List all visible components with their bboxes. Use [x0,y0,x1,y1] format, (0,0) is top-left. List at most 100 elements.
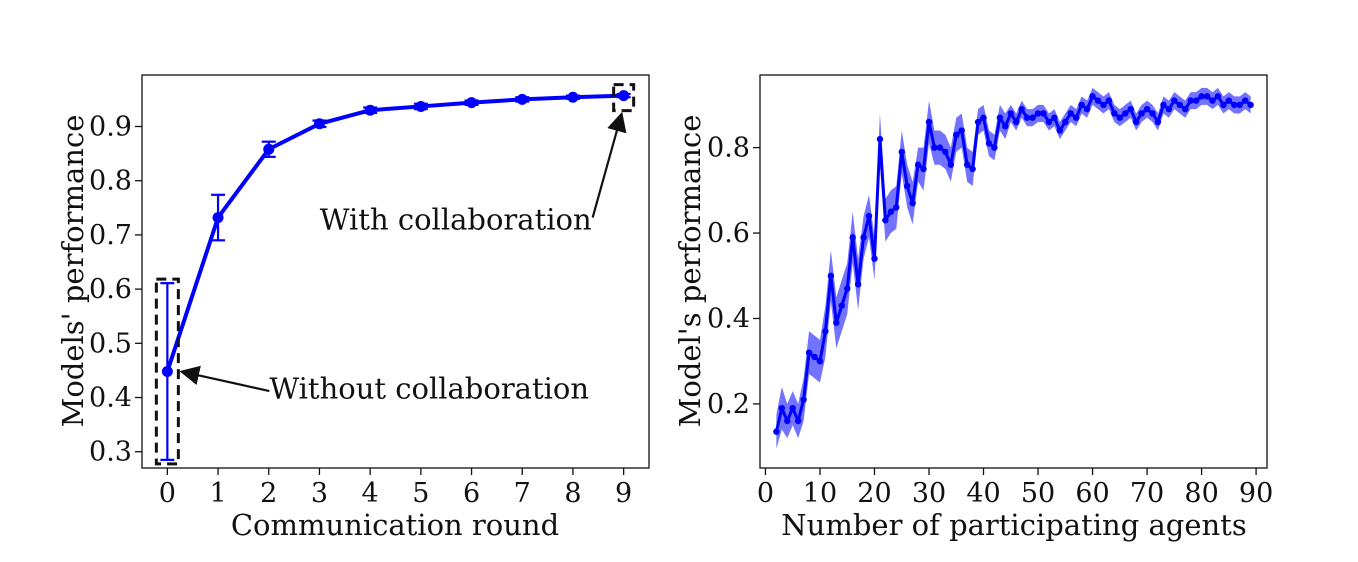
right-data-point [991,144,998,151]
right-x-tick-label: 80 [1184,478,1218,509]
right-data-point [1138,110,1145,117]
right-data-point [1072,114,1080,121]
right-data-point [958,127,965,134]
right-data-point [980,114,987,121]
left-y-tick-label: 0.6 [89,274,132,305]
right-data-point [805,349,813,356]
right-chart: 0 10 20 30 40 50 60 70 80 90 0.2 0.4 0.6 0.8 Number o… [673,74,1273,542]
right-data-point [1165,105,1173,113]
right-x-tick-label: 0 [757,478,774,509]
right-data-point [838,302,845,309]
right-x-tick-label: 90 [1239,478,1273,509]
right-data-point [854,281,862,288]
right-data-point [909,199,916,207]
left-series-line [165,93,624,373]
left-data-point [618,90,630,102]
left-x-tick-label: 3 [311,478,328,509]
right-data-point [784,417,791,425]
right-data-point [920,165,927,173]
left-x-tick-label: 9 [615,478,632,509]
right-data-point [1062,118,1069,126]
right-data-point [1187,97,1194,104]
left-y-tick-label: 0.7 [89,220,132,251]
right-data-point [1127,105,1134,113]
right-data-point [882,217,889,224]
right-y-tick-label: 0.8 [707,133,750,164]
right-data-point [1013,118,1020,126]
right-data-point [1018,105,1025,113]
right-plot-frame [759,74,1268,469]
right-series-line [774,94,1252,433]
right-data-point [865,212,873,220]
right-data-point [1007,110,1014,117]
without-collaboration-label: Without collaboration [269,372,589,406]
right-data-point [822,328,829,335]
right-data-point [1034,110,1042,117]
right-data-point [1067,110,1074,117]
right-data-point [1198,93,1205,100]
right-data-point [1078,101,1085,109]
left-x-tick-label: 7 [514,478,531,509]
right-data-point [876,135,884,143]
right-data-point [1029,114,1036,121]
right-data-point [985,140,993,147]
right-data-point [1100,101,1107,109]
left-x-tick-label: 0 [159,478,176,509]
left-x-tick-label: 1 [209,478,226,509]
left-y-tick-label: 0.3 [89,437,132,468]
left-y-tick-label: 0.8 [89,166,132,197]
right-data-point [794,417,802,425]
right-data-point [1116,114,1124,121]
right-data-point [903,182,911,190]
right-data-point [1203,93,1211,100]
left-x-axis-label: Communication round [231,508,559,542]
right-data-point [1231,101,1238,109]
right-data-point [811,353,818,361]
left-data-point [567,91,579,103]
right-data-point [849,234,856,241]
left-chart: Without collaboration With collaboration… [56,74,650,542]
right-x-axis-label: Number of participating agents [781,508,1246,542]
left-x-tick-label: 8 [564,478,581,509]
right-data-point [800,396,807,403]
right-y-axis-label: Model's performance [673,115,707,428]
left-plot-frame [141,74,650,469]
left-x-tick-label: 6 [463,478,480,509]
right-data-point [1083,105,1091,113]
right-data-point [1122,110,1129,117]
right-data-point [778,404,786,412]
right-data-point [925,118,933,126]
right-data-point [931,144,938,151]
right-data-point [1023,114,1031,121]
right-data-point [871,255,878,262]
right-data-point [1149,110,1156,117]
left-data-point [516,93,528,105]
right-data-point [860,234,867,241]
right-x-tick-label: 40 [966,478,1000,509]
right-data-point [953,131,960,139]
right-x-tick-label: 20 [857,478,891,509]
right-data-point [1220,101,1227,109]
right-data-point [1214,93,1222,100]
left-data-point [415,100,427,112]
left-y-tick-label: 0.9 [89,111,132,142]
right-data-point [1171,97,1178,104]
left-x-tick-label: 5 [412,478,429,509]
right-confidence-band [776,87,1251,449]
with-collaboration-arrow [591,111,627,218]
right-data-point [1089,93,1096,100]
right-data-point [1236,101,1243,109]
right-data-point [1154,118,1162,126]
right-data-point [844,285,851,292]
right-x-tick-label: 60 [1075,478,1109,509]
right-data-point [1182,105,1189,113]
right-data-point [1051,114,1058,121]
right-data-point [1094,97,1102,104]
left-y-tick-label: 0.4 [89,383,132,414]
left-data-point [466,97,478,109]
right-data-point [1105,97,1113,104]
right-data-point [827,272,835,279]
right-data-point [1176,101,1183,109]
right-data-point [1160,101,1167,109]
right-data-point [1209,97,1216,104]
